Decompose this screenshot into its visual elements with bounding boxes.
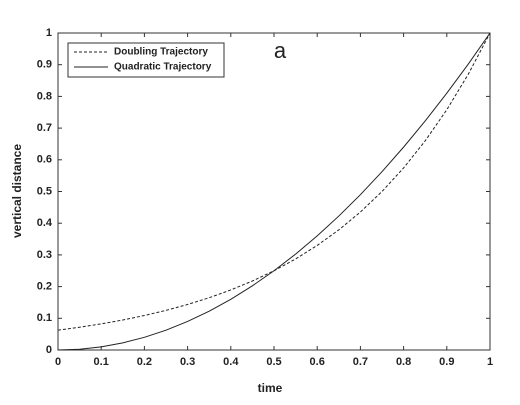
y-tick-label: 0 — [46, 344, 52, 356]
legend-box — [67, 42, 225, 78]
x-tick-label: 0.3 — [180, 356, 195, 368]
y-tick-label: 0.7 — [37, 122, 52, 134]
x-tick-label: 0.8 — [396, 356, 411, 368]
x-tick-label: 0.2 — [137, 356, 152, 368]
series-line — [57, 32, 491, 331]
y-tick-label: 0.4 — [37, 217, 53, 229]
y-tick-label: 0.2 — [37, 281, 52, 293]
annotation: a — [274, 38, 287, 63]
y-tick-label: 1 — [46, 27, 52, 39]
x-tick-label: 0.6 — [310, 356, 325, 368]
x-axis-label: time — [258, 381, 283, 395]
y-tick-label: 0.8 — [37, 90, 52, 102]
y-tick-label: 0.3 — [37, 249, 52, 261]
x-tick-label: 0.9 — [439, 356, 454, 368]
legend-label: Doubling Trajectory — [114, 47, 208, 58]
plot-frame — [57, 32, 491, 351]
x-tick-label: 0.5 — [266, 356, 281, 368]
y-tick-label: 0.6 — [37, 154, 52, 166]
y-tick-label: 0.9 — [37, 59, 52, 71]
y-tick-label: 0.1 — [37, 312, 52, 324]
x-tick-label: 0.7 — [353, 356, 368, 368]
y-tick-label: 0.5 — [37, 185, 52, 197]
x-tick-label: 1 — [487, 356, 493, 368]
legend-label: Quadratic Trajectory — [114, 62, 212, 73]
series-line — [57, 32, 491, 351]
y-axis-label: vertical distance — [10, 144, 24, 238]
x-tick-label: 0.1 — [94, 356, 109, 368]
x-tick-label: 0.4 — [223, 356, 239, 368]
x-tick-label: 0 — [55, 356, 61, 368]
